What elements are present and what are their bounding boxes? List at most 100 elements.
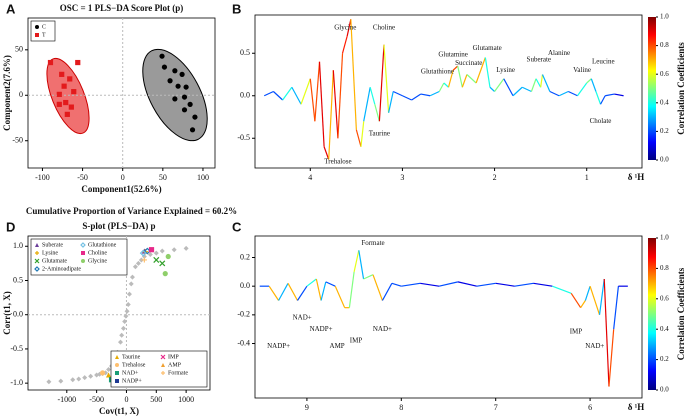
spectrum-segment <box>457 65 463 88</box>
spectrum-segment <box>580 300 586 309</box>
spectrum-segment <box>360 121 365 147</box>
annotation: Leucine <box>592 57 615 65</box>
annotation: Cholate <box>590 117 612 125</box>
spectrum-segment <box>489 86 495 92</box>
spectrum-segment <box>503 78 514 97</box>
point <box>63 99 69 106</box>
spectrum-segment <box>350 19 357 130</box>
spectrum-segment <box>309 78 316 122</box>
legend-marker <box>160 354 166 360</box>
point <box>59 71 65 77</box>
y-tick-label: 1.0 <box>13 241 23 250</box>
point <box>132 264 138 270</box>
colorbar-tick-label: 1.0 <box>660 13 669 21</box>
spectrum-segment <box>595 91 602 105</box>
spectrum-segment <box>461 74 468 88</box>
spectrum-segment <box>325 281 336 287</box>
spectrum-segment <box>521 86 532 93</box>
colorbar <box>648 17 656 160</box>
x-axis-label: Cov(t1, X) <box>99 406 139 416</box>
legend-label: Suberate <box>42 242 63 248</box>
point <box>139 249 147 257</box>
point <box>125 301 131 307</box>
annotation: NAD+ <box>373 325 392 333</box>
spectrum-segment <box>466 74 477 84</box>
spectrum-segment <box>323 146 330 160</box>
spectrum-segment <box>608 329 615 387</box>
y-tick-label: 0.0 <box>13 310 23 319</box>
annotation: Glutamine <box>438 51 468 59</box>
y-tick-label: 50 <box>15 45 23 54</box>
legend-marker <box>35 25 39 29</box>
point <box>99 370 106 376</box>
point <box>68 104 74 110</box>
point <box>181 107 188 113</box>
x-axis-label: Component1(52.6%) <box>81 184 161 194</box>
legend-marker <box>81 251 85 255</box>
y-tick-label: -0.2 <box>237 310 250 319</box>
colorbar-label: Correlation Coefficients <box>676 267 685 360</box>
x-tick-label: 100 <box>197 173 209 182</box>
spectrum-segment <box>613 286 619 330</box>
spectrum-segment <box>438 82 445 92</box>
x-tick-label: 2 <box>493 173 497 182</box>
x-tick-label: -100 <box>35 173 50 182</box>
spectrum-segment <box>584 285 591 301</box>
point <box>129 274 135 280</box>
plot-frame <box>27 17 216 169</box>
legend-label: C <box>42 24 46 30</box>
annotation: Alanine <box>548 49 570 57</box>
spectrum-segment <box>353 250 360 272</box>
colorbar-tick-label: 0.0 <box>660 386 669 394</box>
annotation: NAD+ <box>293 313 312 321</box>
point <box>119 332 125 338</box>
annotation: NADP+ <box>310 325 333 333</box>
spectrum-segment <box>300 78 311 105</box>
annotation: Glutathione <box>421 68 454 76</box>
point <box>123 313 129 319</box>
spectrum-segment <box>475 57 486 84</box>
colorbar-tick-label: 0.6 <box>660 294 669 302</box>
spectrum-segment <box>568 90 578 97</box>
point <box>124 308 130 314</box>
point <box>181 94 188 100</box>
legend-marker <box>35 33 39 37</box>
panel-label: A <box>6 1 16 16</box>
spectrum-segment <box>346 19 352 37</box>
colorbar-tick-label: 0.2 <box>660 127 669 135</box>
spectrum-segment <box>388 91 394 113</box>
legend-marker <box>115 371 119 375</box>
spectrum-segment <box>332 70 339 139</box>
chart-title: OSC = 1 PLS−DA Score Plot (p) <box>60 3 184 13</box>
annotation: NADP+ <box>267 342 290 350</box>
group-ellipse <box>142 48 208 142</box>
x-tick-label: 4 <box>308 173 312 182</box>
spectrum-segment <box>420 282 440 287</box>
spectrum-segment <box>484 57 491 88</box>
point <box>47 59 54 66</box>
plot-frame <box>254 235 643 399</box>
point <box>70 377 76 383</box>
legend-label: NADP+ <box>122 378 142 384</box>
y-tick-label: -0.4 <box>237 338 250 347</box>
x-tick-label: -1000 <box>57 395 76 404</box>
x-tick-label: 6 <box>588 403 592 412</box>
spectrum-segment <box>392 90 403 97</box>
legend-marker <box>80 242 86 248</box>
point <box>153 256 160 263</box>
spectrum-segment <box>263 90 274 97</box>
spectrum-segment <box>334 285 346 308</box>
spectrum-segment <box>278 283 289 301</box>
spectrum-segment <box>598 278 605 315</box>
y-tick-label: 0.5 <box>240 48 250 57</box>
spectrum-segment <box>374 104 380 122</box>
annotation: Valine <box>573 66 591 74</box>
spectrum-segment <box>452 65 459 71</box>
spectrum-segment <box>541 74 551 92</box>
point <box>75 59 81 66</box>
legend-label: IMP <box>168 354 179 360</box>
spectrum-segment <box>381 283 393 301</box>
spectrum-segment <box>533 282 553 287</box>
panel-label: D <box>6 219 15 234</box>
annotation: IMP <box>350 336 363 344</box>
